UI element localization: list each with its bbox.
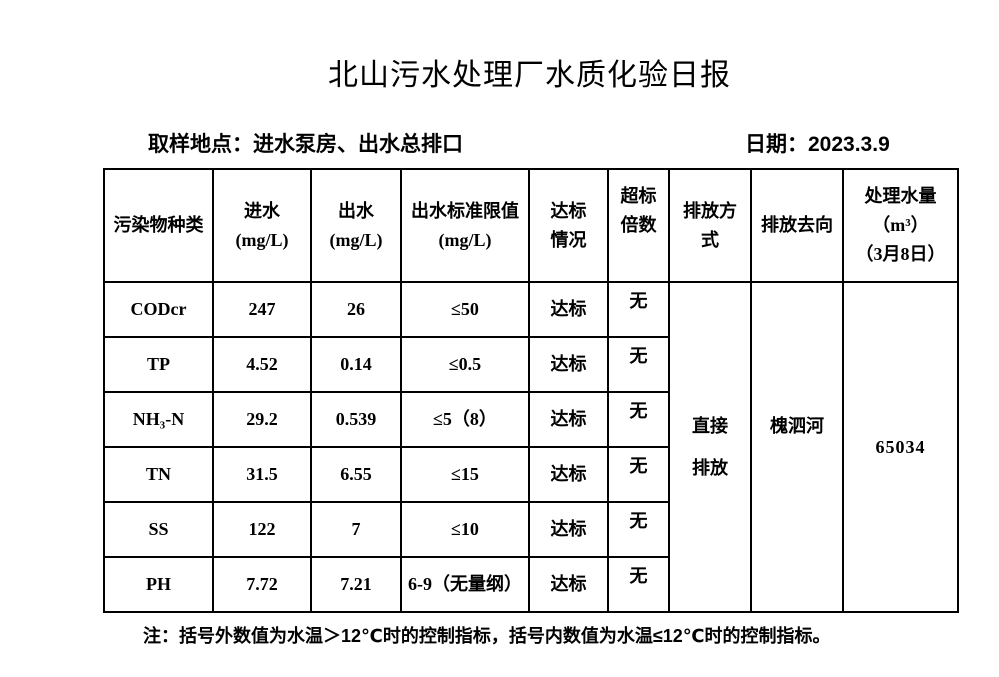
pollutant-cell: NH₃-N bbox=[103, 391, 214, 448]
discharge-mode-line2: 排放 bbox=[692, 457, 728, 478]
pollutant-cell: SS bbox=[103, 501, 214, 558]
col-header-treated-volume: 处理水量 （m³） （3月8日） bbox=[842, 168, 959, 283]
table-row-ss: SS 122 7 ≤10 达标 无 bbox=[103, 501, 958, 558]
pollutant-cell: TN bbox=[103, 446, 214, 503]
discharge-mode-cell: 直接 排放 bbox=[668, 281, 752, 613]
footnote: 注：括号外数值为水温＞12℃时的控制指标，括号内数值为水温≤12℃时的控制指标。 bbox=[143, 626, 831, 646]
col-header-discharge-destination-label: 排放去向 bbox=[761, 215, 833, 236]
water-quality-table: 污染物种类 进水 (mg/L) 出水 (mg/L) 出水标准限值 (mg/L) bbox=[103, 168, 959, 613]
col-header-exceedance-line2: 倍数 bbox=[620, 214, 657, 235]
pollutant-cell: CODcr bbox=[103, 281, 214, 338]
table-row-tp: TP 4.52 0.14 ≤0.5 达标 无 bbox=[103, 336, 958, 393]
discharge-destination-value: 槐泗河 bbox=[770, 415, 824, 436]
table-row-ph: PH 7.72 7.21 6-9（无量纲） 达标 无 bbox=[103, 556, 958, 613]
exceedance-cell: 无 bbox=[607, 501, 670, 558]
col-header-discharge-destination: 排放去向 bbox=[750, 168, 844, 283]
col-header-exceedance-line1: 超标 bbox=[620, 185, 657, 206]
report-header: 北山污水处理厂水质化验日报 bbox=[30, 50, 999, 94]
col-header-effluent-unit: (mg/L) bbox=[329, 229, 383, 250]
influent-cell: 29.2 bbox=[212, 391, 312, 448]
col-header-limit-unit: (mg/L) bbox=[438, 229, 492, 250]
compliance-cell: 达标 bbox=[528, 556, 609, 613]
effluent-cell: 26 bbox=[310, 281, 402, 338]
col-header-effluent: 出水 (mg/L) bbox=[310, 168, 402, 283]
report-date-label: 日期：2023.3.9 bbox=[745, 133, 890, 156]
limit-cell: ≤5（8） bbox=[400, 391, 530, 448]
col-header-discharge-mode: 排放方 式 bbox=[668, 168, 752, 283]
col-header-effluent-label: 出水 bbox=[338, 200, 374, 221]
influent-cell: 122 bbox=[212, 501, 312, 558]
limit-cell: ≤10 bbox=[400, 501, 530, 558]
influent-cell: 247 bbox=[212, 281, 312, 338]
compliance-cell: 达标 bbox=[528, 336, 609, 393]
col-header-exceedance: 超标 倍数 bbox=[607, 168, 670, 283]
influent-cell: 4.52 bbox=[212, 336, 312, 393]
compliance-cell: 达标 bbox=[528, 391, 609, 448]
effluent-cell: 0.14 bbox=[310, 336, 402, 393]
effluent-cell: 7.21 bbox=[310, 556, 402, 613]
page-title: 北山污水处理厂水质化验日报 bbox=[328, 59, 731, 92]
exceedance-value: 无 bbox=[629, 511, 648, 532]
effluent-cell: 0.539 bbox=[310, 391, 402, 448]
table-row-codcr: CODcr 247 26 ≤50 达标 无 直接 排放 槐泗河 65034 bbox=[103, 281, 959, 613]
col-header-influent: 进水 (mg/L) bbox=[212, 168, 312, 283]
compliance-cell: 达标 bbox=[528, 281, 609, 338]
col-header-limit: 出水标准限值 (mg/L) bbox=[400, 168, 530, 283]
sampling-location-label: 取样地点：进水泵房、出水总排口 bbox=[148, 133, 463, 156]
treated-volume-cell: 65034 bbox=[842, 281, 959, 613]
col-header-treated-volume-unit: （m³） bbox=[872, 215, 929, 235]
exceedance-value: 无 bbox=[629, 456, 648, 477]
limit-cell: ≤15 bbox=[400, 446, 530, 503]
limit-cell: ≤50 bbox=[400, 281, 530, 338]
influent-cell: 7.72 bbox=[212, 556, 312, 613]
exceedance-cell: 无 bbox=[607, 281, 670, 338]
col-header-discharge-mode-line2: 式 bbox=[701, 229, 719, 250]
exceedance-value: 无 bbox=[629, 566, 648, 587]
pollutant-cell: TP bbox=[103, 336, 214, 393]
exceedance-cell: 无 bbox=[607, 556, 670, 613]
influent-cell: 31.5 bbox=[212, 446, 312, 503]
exceedance-value: 无 bbox=[629, 401, 648, 422]
effluent-cell: 7 bbox=[310, 501, 402, 558]
discharge-mode-line1: 直接 bbox=[692, 415, 728, 436]
exceedance-cell: 无 bbox=[607, 446, 670, 503]
limit-cell: 6-9（无量纲） bbox=[400, 556, 530, 613]
compliance-cell: 达标 bbox=[528, 446, 609, 503]
col-header-influent-label: 进水 bbox=[244, 200, 280, 221]
col-header-limit-label: 出水标准限值 bbox=[411, 200, 519, 221]
exceedance-cell: 无 bbox=[607, 391, 670, 448]
header-row: 污染物种类 进水 (mg/L) 出水 (mg/L) 出水标准限值 (mg/L) bbox=[103, 168, 959, 283]
exceedance-value: 无 bbox=[629, 291, 648, 312]
col-header-pollutant: 污染物种类 bbox=[103, 168, 214, 283]
col-header-discharge-mode-line1: 排放方 bbox=[683, 200, 737, 221]
col-header-compliance-line2: 情况 bbox=[550, 229, 587, 250]
table-row-nh3n: NH₃-N 29.2 0.539 ≤5（8） 达标 无 bbox=[103, 391, 958, 448]
exceedance-cell: 无 bbox=[607, 336, 670, 393]
col-header-treated-volume-label: 处理水量 bbox=[864, 186, 937, 206]
compliance-cell: 达标 bbox=[528, 501, 609, 558]
limit-cell: ≤0.5 bbox=[400, 336, 530, 393]
col-header-compliance: 达标 情况 bbox=[528, 168, 609, 283]
col-header-treated-volume-date: （3月8日） bbox=[855, 244, 946, 264]
col-header-pollutant-label: 污染物种类 bbox=[113, 215, 204, 236]
discharge-destination-cell: 槐泗河 bbox=[750, 281, 844, 613]
table-row-tn: TN 31.5 6.55 ≤15 达标 无 bbox=[103, 446, 958, 503]
exceedance-value: 无 bbox=[629, 346, 648, 367]
col-header-compliance-line1: 达标 bbox=[550, 200, 587, 221]
pollutant-cell: PH bbox=[103, 556, 214, 613]
effluent-cell: 6.55 bbox=[310, 446, 402, 503]
col-header-influent-unit: (mg/L) bbox=[235, 229, 289, 250]
